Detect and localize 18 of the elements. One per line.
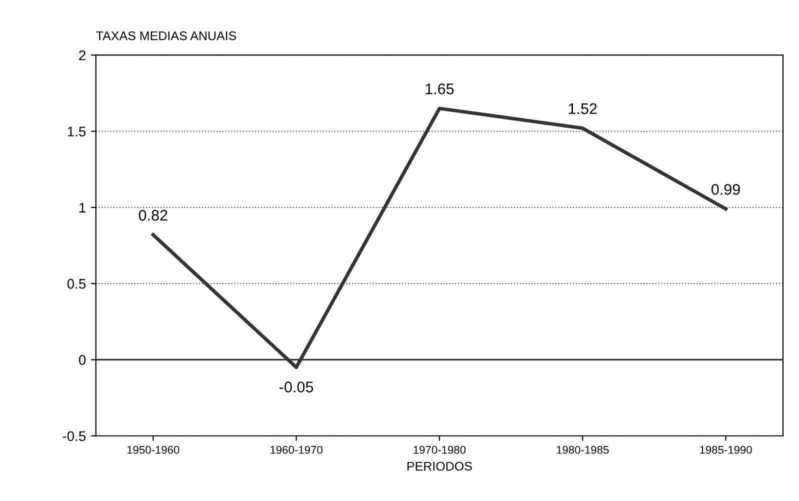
y-axis-title: TAXAS MEDIAS ANUAIS [96,31,236,40]
data-label: 1.52 [568,103,597,114]
x-tick-label: 1970-1980 [414,446,466,454]
data-label: 0.82 [138,210,168,221]
y-tick-label: 1 [79,202,86,212]
data-label: 0.99 [711,184,740,195]
x-tick-label: 1960-1970 [270,446,322,454]
x-tick-label: 1950-1960 [127,446,180,454]
y-tick-label: 2 [79,50,86,60]
y-tick-label: -0.5 [62,431,86,442]
x-tick-label: 1985-1990 [700,446,752,454]
x-axis-title: PERIODOS [407,462,472,471]
x-tick-label: 1980-1985 [556,446,609,454]
data-label: 1.65 [426,83,454,94]
y-tick-label: 0.5 [67,278,86,289]
y-tick-label: 1.5 [68,126,86,136]
data-label: -0.05 [280,382,314,392]
y-tick-label: 0 [78,355,86,365]
